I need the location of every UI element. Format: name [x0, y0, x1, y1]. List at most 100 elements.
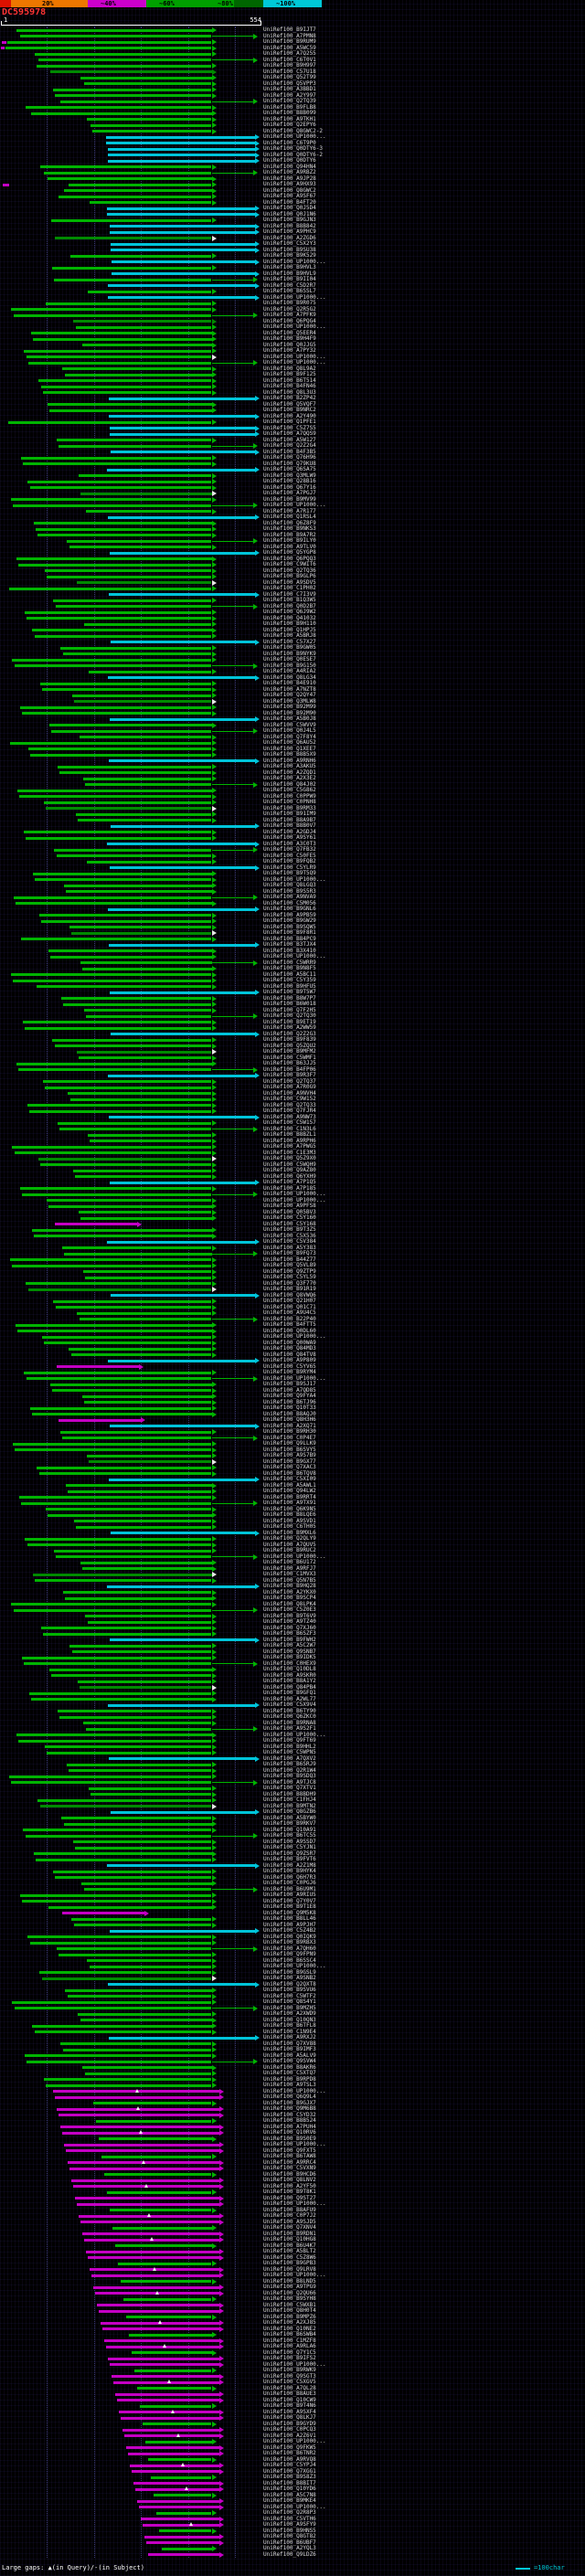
alignment-bar-extra[interactable]	[1, 47, 5, 50]
hit-label[interactable]: UniRef100_Q8GT82	[263, 2533, 316, 2539]
alignment-bar[interactable]	[59, 2125, 219, 2129]
alignment-bar[interactable]	[57, 854, 212, 858]
alignment-bar[interactable]	[117, 2399, 219, 2402]
alignment-bar[interactable]	[73, 320, 212, 323]
alignment-bar[interactable]	[58, 2114, 219, 2117]
alignment-bar[interactable]	[102, 2327, 219, 2331]
hit-label[interactable]: UniRef100_Q2TQ33	[263, 1101, 316, 1108]
alignment-bar[interactable]	[21, 1501, 212, 1505]
alignment-bar[interactable]	[135, 2487, 219, 2491]
alignment-bar[interactable]	[59, 100, 212, 103]
hit-label[interactable]: UniRef100_B6SZF3	[263, 1630, 316, 1637]
hit-label[interactable]: UniRef100_C5YD32	[263, 2111, 316, 2118]
hit-label[interactable]: UniRef100_Q2R5G2	[263, 305, 316, 313]
alignment-bar[interactable]	[64, 189, 212, 193]
hit-label[interactable]: UniRef100_UP1000...	[263, 1333, 326, 1340]
hit-label[interactable]: UniRef100_Q0JJG5	[263, 341, 316, 348]
alignment-bar[interactable]	[35, 52, 212, 56]
hit-label[interactable]: UniRef100_B8AKR6	[263, 2063, 316, 2071]
hit-label[interactable]: UniRef100_B9SU38	[263, 246, 316, 253]
hit-label[interactable]: UniRef100_B9F839	[263, 1036, 316, 1043]
alignment-bar[interactable]	[58, 1715, 212, 1719]
hit-label[interactable]: UniRef100_Q9LDZ6	[263, 2550, 316, 2558]
hit-label[interactable]: UniRef100_Q10QN3	[263, 2016, 316, 2023]
alignment-bar[interactable]	[75, 325, 212, 329]
hit-label[interactable]: UniRef100_Q8GZB6	[263, 1808, 316, 1815]
alignment-bar[interactable]	[57, 1365, 139, 1369]
hit-label[interactable]: UniRef100_B9H4F9	[263, 335, 316, 342]
hit-label[interactable]: UniRef100_B9MXL6	[263, 1529, 316, 1536]
hit-label[interactable]: UniRef100_C5WXB1	[263, 2301, 316, 2308]
alignment-bar[interactable]	[42, 391, 212, 395]
hit-label[interactable]: UniRef100_B8LL46	[263, 1915, 316, 1922]
hit-label[interactable]: UniRef100_C5XTQ7	[263, 2070, 316, 2076]
hit-label[interactable]: UniRef100_A9RNH6	[263, 757, 316, 764]
hit-label[interactable]: UniRef100_UP1000...	[263, 1374, 326, 1382]
hit-label[interactable]: UniRef100_B9T1E8	[263, 1903, 316, 1910]
alignment-bar[interactable]	[43, 800, 212, 804]
hit-label[interactable]: UniRef100_Q5VL89	[263, 1262, 316, 1268]
alignment-bar[interactable]	[88, 1133, 212, 1137]
alignment-bar[interactable]	[106, 468, 255, 472]
alignment-bar[interactable]	[110, 824, 255, 828]
hit-label[interactable]: UniRef100_C5XI09	[263, 1476, 316, 1482]
hit-label[interactable]: UniRef100_B9FVT6	[263, 1856, 316, 1862]
alignment-bar[interactable]	[84, 82, 212, 86]
hit-label[interactable]: UniRef100_UP1000...	[263, 2503, 326, 2510]
hit-label[interactable]: UniRef100_Q7FB32	[263, 846, 316, 853]
alignment-bar[interactable]	[40, 919, 212, 923]
alignment-bar[interactable]	[151, 2475, 212, 2479]
alignment-bar[interactable]	[106, 1585, 255, 1588]
alignment-bar[interactable]	[80, 1216, 212, 1220]
hit-label[interactable]: UniRef100_B9GFQ1	[263, 1690, 316, 1696]
alignment-bar[interactable]	[55, 94, 212, 98]
alignment-bar[interactable]	[133, 2482, 219, 2486]
hit-label[interactable]: UniRef100_B6U4K7	[263, 2242, 316, 2249]
hit-label[interactable]: UniRef100_C0PGJ6	[263, 1880, 316, 1886]
alignment-bar[interactable]	[72, 694, 212, 697]
hit-label[interactable]: UniRef100_B8AQJ0	[263, 1410, 316, 1417]
alignment-bar[interactable]	[111, 272, 255, 276]
hit-label[interactable]: UniRef100_B6SWB4	[263, 2331, 316, 2337]
alignment-bar[interactable]	[107, 159, 255, 163]
hit-label[interactable]: UniRef100_UP1000...	[263, 2438, 326, 2444]
alignment-bar[interactable]	[68, 1995, 212, 1998]
hit-label[interactable]: UniRef100_A2XQ71	[263, 1422, 316, 1429]
alignment-bar[interactable]	[51, 729, 212, 733]
hit-label[interactable]: UniRef100_B9MFM2	[263, 1048, 316, 1055]
alignment-bar[interactable]	[60, 997, 212, 1001]
hit-label[interactable]: UniRef100_C5WTF2	[263, 1992, 316, 1999]
hit-label[interactable]: UniRef100_B8B524	[263, 2117, 316, 2124]
alignment-bar[interactable]	[89, 670, 212, 673]
hit-label[interactable]: UniRef100_A9RPH6	[263, 1137, 316, 1144]
hit-label[interactable]: UniRef100_C5WRR9	[263, 959, 316, 966]
hit-label[interactable]: UniRef100_A7PMN8	[263, 32, 316, 39]
alignment-bar[interactable]	[85, 1615, 212, 1618]
alignment-bar[interactable]	[55, 1044, 212, 1048]
hit-label[interactable]: UniRef100_C5Z4B2	[263, 1927, 316, 1934]
hit-label[interactable]: UniRef100_B9HHL2	[263, 1743, 316, 1750]
alignment-bar[interactable]	[49, 408, 212, 412]
alignment-bar[interactable]	[17, 789, 212, 792]
hit-label[interactable]: UniRef100_UP1000...	[263, 1963, 326, 1969]
alignment-bar[interactable]	[89, 1786, 212, 1790]
alignment-bar[interactable]	[95, 2119, 212, 2123]
hit-label[interactable]: UniRef100_Q5N7B5	[263, 1576, 316, 1584]
hit-label[interactable]: UniRef100_A7QH60	[263, 1945, 316, 1952]
hit-label[interactable]: UniRef100_UP1000...	[263, 133, 326, 140]
hit-label[interactable]: UniRef100_UP1000...	[263, 2360, 326, 2368]
hit-label[interactable]: UniRef100_Q8LG34	[263, 673, 316, 681]
hit-label[interactable]: UniRef100_Q8GWC2-2	[263, 127, 324, 134]
alignment-bar[interactable]	[142, 2422, 212, 2426]
alignment-bar[interactable]	[28, 1109, 212, 1113]
hit-label[interactable]: UniRef100_A7PY32	[263, 347, 316, 354]
hit-label[interactable]: UniRef100_Q0IQK9	[263, 1933, 316, 1940]
alignment-bar[interactable]	[45, 807, 212, 811]
hit-label[interactable]: UniRef100_Q8LKJ7	[263, 2414, 316, 2421]
alignment-bar[interactable]	[115, 2244, 212, 2248]
hit-label[interactable]: UniRef100_A5C7N8	[263, 2491, 316, 2498]
hit-label[interactable]: UniRef100_B9N8F5	[263, 965, 316, 971]
hit-label[interactable]: UniRef100_B9MZH5	[263, 2004, 316, 2011]
hit-label[interactable]: UniRef100_A5BYW0	[263, 1814, 316, 1821]
alignment-bar[interactable]	[13, 1608, 212, 1612]
